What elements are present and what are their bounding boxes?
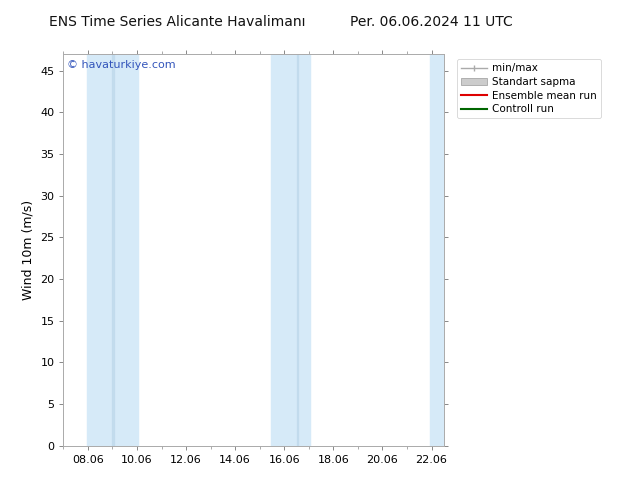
Legend: min/max, Standart sapma, Ensemble mean run, Controll run: min/max, Standart sapma, Ensemble mean r… — [456, 59, 601, 119]
Bar — [430, 54, 444, 446]
Bar — [112, 54, 113, 446]
Bar — [297, 54, 298, 446]
Bar — [271, 54, 310, 446]
Text: Per. 06.06.2024 11 UTC: Per. 06.06.2024 11 UTC — [350, 15, 512, 29]
Text: © havaturkiye.com: © havaturkiye.com — [67, 60, 176, 70]
Y-axis label: Wind 10m (m/s): Wind 10m (m/s) — [22, 200, 35, 300]
Text: ENS Time Series Alicante Havalimanı: ENS Time Series Alicante Havalimanı — [49, 15, 306, 29]
Bar — [87, 54, 138, 446]
